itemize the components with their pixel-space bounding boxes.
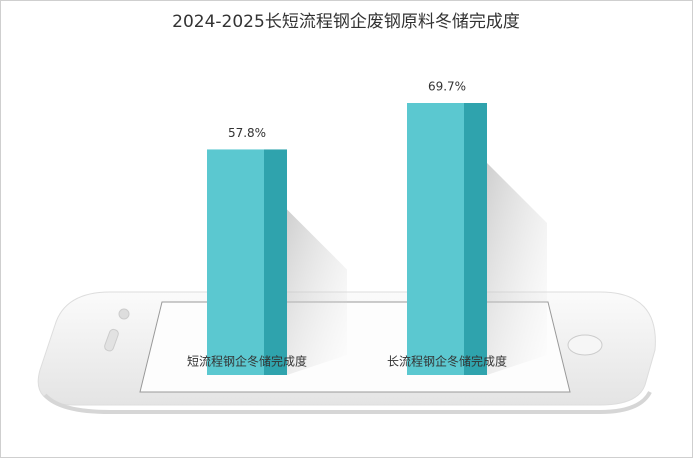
phone-edge <box>43 390 652 414</box>
value-label: 69.7% <box>428 80 466 94</box>
bar <box>207 149 264 375</box>
x-tick-label: 短流程钢企冬储完成度 <box>187 354 307 369</box>
value-label: 57.8% <box>228 126 266 140</box>
bar-shadow <box>487 163 547 375</box>
phone-camera <box>118 308 130 320</box>
bar <box>407 103 464 375</box>
bar-side <box>464 103 487 375</box>
phone-button <box>567 334 603 356</box>
phone-speaker <box>104 328 119 352</box>
chart-title: 2024-2025长短流程钢企废钢原料冬储完成度 <box>172 12 520 32</box>
bar-side <box>264 149 287 375</box>
bar-shadow <box>287 209 347 375</box>
x-tick-label: 长流程钢企冬储完成度 <box>387 354 507 369</box>
